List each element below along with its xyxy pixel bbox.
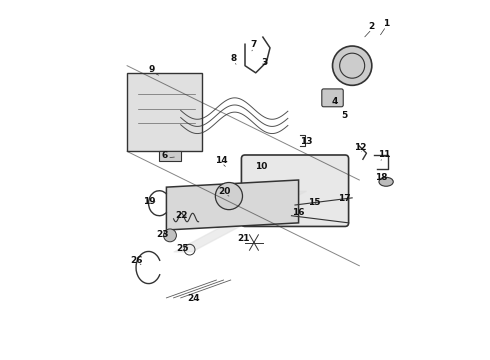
Text: 19: 19 <box>143 197 156 206</box>
Text: 10: 10 <box>255 162 267 171</box>
FancyBboxPatch shape <box>322 89 343 107</box>
Text: 24: 24 <box>187 294 199 303</box>
Circle shape <box>215 183 243 210</box>
Text: 11: 11 <box>378 150 391 159</box>
Text: 5: 5 <box>341 111 347 120</box>
Text: 21: 21 <box>237 234 249 243</box>
Text: 7: 7 <box>251 40 257 49</box>
Polygon shape <box>127 73 202 152</box>
Text: 3: 3 <box>262 58 268 67</box>
Ellipse shape <box>379 177 393 186</box>
Text: 4: 4 <box>331 97 338 106</box>
Text: 17: 17 <box>338 194 351 203</box>
FancyBboxPatch shape <box>159 151 181 161</box>
Text: 26: 26 <box>130 256 142 265</box>
Text: 15: 15 <box>308 198 321 207</box>
Text: 13: 13 <box>300 137 313 146</box>
Circle shape <box>164 229 176 242</box>
Text: 8: 8 <box>230 54 237 63</box>
Text: 16: 16 <box>292 208 304 217</box>
Text: 20: 20 <box>218 187 230 196</box>
Polygon shape <box>167 180 298 230</box>
Text: 25: 25 <box>176 244 189 253</box>
Text: 14: 14 <box>216 156 228 165</box>
Text: 9: 9 <box>149 66 155 75</box>
Text: 2: 2 <box>368 22 375 31</box>
Text: 23: 23 <box>156 230 169 239</box>
Text: 18: 18 <box>375 173 388 182</box>
Circle shape <box>333 46 372 85</box>
Text: 22: 22 <box>175 211 188 220</box>
Text: 6: 6 <box>162 151 168 160</box>
Text: 12: 12 <box>354 143 367 152</box>
Text: 1: 1 <box>383 19 389 28</box>
FancyBboxPatch shape <box>242 155 348 226</box>
